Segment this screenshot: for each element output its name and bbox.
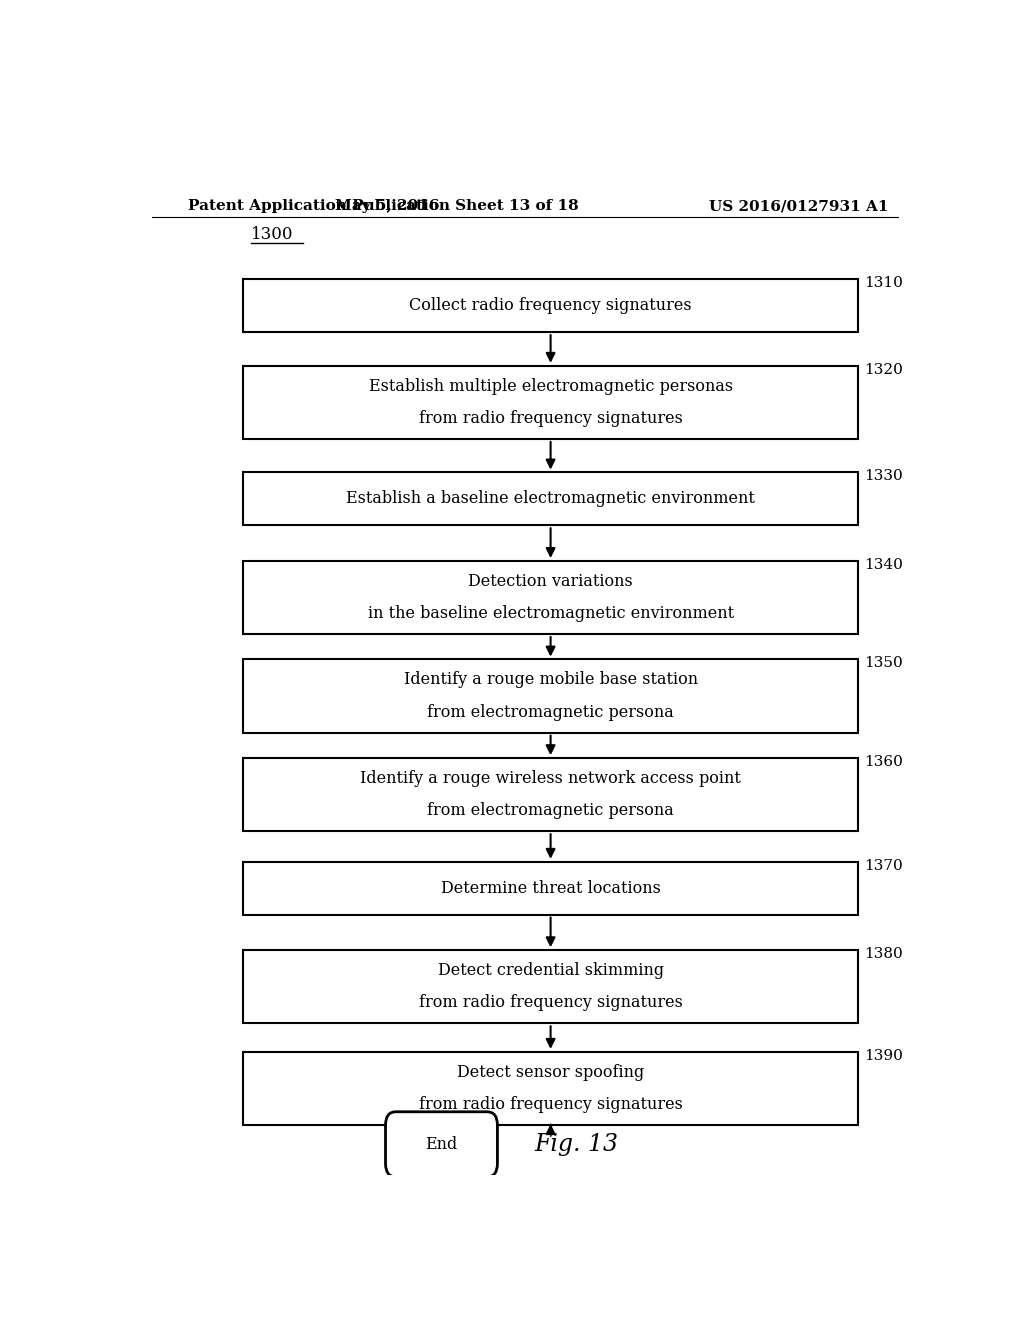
- Text: 1350: 1350: [864, 656, 903, 671]
- Text: Detect sensor spoofing: Detect sensor spoofing: [457, 1064, 644, 1081]
- FancyBboxPatch shape: [243, 561, 858, 634]
- FancyBboxPatch shape: [243, 473, 858, 525]
- FancyBboxPatch shape: [243, 1052, 858, 1125]
- Text: 1310: 1310: [864, 276, 903, 290]
- Text: Identify a rouge wireless network access point: Identify a rouge wireless network access…: [360, 770, 741, 787]
- Text: 1380: 1380: [864, 948, 903, 961]
- Text: in the baseline electromagnetic environment: in the baseline electromagnetic environm…: [368, 605, 733, 622]
- Text: May 5, 2016   Sheet 13 of 18: May 5, 2016 Sheet 13 of 18: [336, 199, 580, 213]
- FancyBboxPatch shape: [243, 660, 858, 733]
- Text: from electromagnetic persona: from electromagnetic persona: [427, 803, 674, 820]
- Text: Fig. 13: Fig. 13: [535, 1133, 618, 1156]
- Text: Patent Application Publication: Patent Application Publication: [187, 199, 450, 213]
- FancyBboxPatch shape: [243, 950, 858, 1023]
- Text: Detect credential skimming: Detect credential skimming: [437, 962, 664, 979]
- Text: 1370: 1370: [864, 859, 903, 873]
- FancyBboxPatch shape: [243, 280, 858, 333]
- FancyBboxPatch shape: [243, 758, 858, 832]
- Text: from radio frequency signatures: from radio frequency signatures: [419, 1096, 683, 1113]
- Text: 1390: 1390: [864, 1049, 903, 1063]
- Text: Collect radio frequency signatures: Collect radio frequency signatures: [410, 297, 692, 314]
- Text: US 2016/0127931 A1: US 2016/0127931 A1: [709, 199, 889, 213]
- Text: from electromagnetic persona: from electromagnetic persona: [427, 704, 674, 721]
- Text: from radio frequency signatures: from radio frequency signatures: [419, 994, 683, 1011]
- Text: Establish a baseline electromagnetic environment: Establish a baseline electromagnetic env…: [346, 491, 755, 507]
- Text: Detection variations: Detection variations: [468, 573, 633, 590]
- Text: 1340: 1340: [864, 558, 903, 572]
- FancyBboxPatch shape: [243, 366, 858, 440]
- FancyBboxPatch shape: [385, 1111, 498, 1177]
- Text: Identify a rouge mobile base station: Identify a rouge mobile base station: [403, 672, 697, 689]
- Text: 1330: 1330: [864, 470, 903, 483]
- Text: Determine threat locations: Determine threat locations: [440, 879, 660, 896]
- Text: Establish multiple electromagnetic personas: Establish multiple electromagnetic perso…: [369, 378, 732, 395]
- FancyBboxPatch shape: [243, 862, 858, 915]
- Text: from radio frequency signatures: from radio frequency signatures: [419, 411, 683, 426]
- Text: 1360: 1360: [864, 755, 903, 770]
- Text: 1320: 1320: [864, 363, 903, 376]
- Text: 1300: 1300: [251, 226, 294, 243]
- Text: End: End: [425, 1135, 458, 1152]
